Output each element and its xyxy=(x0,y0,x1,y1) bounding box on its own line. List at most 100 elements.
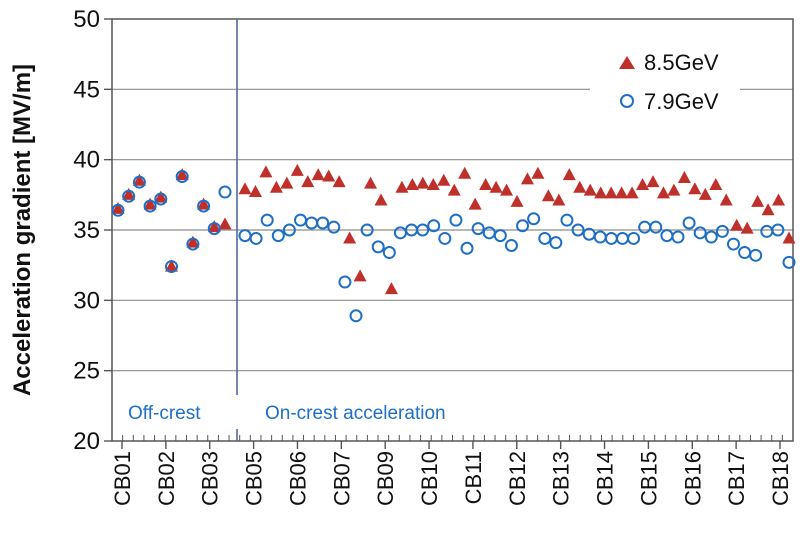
point-8-5gev xyxy=(248,185,262,198)
point-7-9gev xyxy=(771,223,785,237)
point-8-5gev xyxy=(353,269,367,282)
point-7-9gev xyxy=(704,230,718,244)
point-7-9gev xyxy=(538,231,552,245)
point-7-9gev xyxy=(327,220,341,234)
point-7-9gev xyxy=(560,213,574,227)
point-7-9gev xyxy=(316,216,330,230)
point-8-5gev xyxy=(332,175,346,188)
point-7-9gev xyxy=(527,212,541,226)
point-8-5gev xyxy=(426,177,440,190)
point-8-5gev xyxy=(489,180,503,193)
point-8-5gev xyxy=(552,193,566,206)
x-tick-label: CB10 xyxy=(417,451,442,506)
point-8-5gev xyxy=(709,177,723,190)
point-7-9gev xyxy=(260,213,274,227)
point-8-5gev xyxy=(343,231,357,244)
point-7-9gev xyxy=(132,175,146,189)
point-7-9gev xyxy=(749,248,763,262)
point-7-9gev xyxy=(249,231,263,245)
y-tick-label: 50 xyxy=(73,6,100,33)
point-8-5gev xyxy=(761,203,775,216)
point-8-5gev xyxy=(238,182,252,195)
point-7-9gev xyxy=(427,219,441,233)
point-8-5gev xyxy=(175,168,189,181)
point-8-5gev xyxy=(395,180,409,193)
point-8-5gev xyxy=(143,197,157,210)
point-7-9gev xyxy=(504,238,518,252)
point-7-9gev xyxy=(371,240,385,254)
point-8-5gev xyxy=(688,182,702,195)
point-7-9gev xyxy=(218,185,232,199)
x-tick-label: CB16 xyxy=(680,451,705,506)
point-8-5gev xyxy=(730,218,744,231)
x-tick-label: CB18 xyxy=(768,451,793,506)
point-8-5gev xyxy=(269,180,283,193)
off-crest-label: Off-crest xyxy=(128,403,201,424)
x-tick-label: CB06 xyxy=(285,451,310,506)
point-8-5gev xyxy=(772,193,786,206)
point-7-9gev xyxy=(165,260,178,274)
y-tick-label: 40 xyxy=(73,147,100,174)
x-tick-label: CB03 xyxy=(198,451,223,506)
point-7-9gev xyxy=(360,223,374,237)
point-7-9gev xyxy=(782,255,796,269)
point-7-9gev xyxy=(693,226,707,240)
grid-lines xyxy=(112,88,793,372)
point-8-5gev xyxy=(500,183,514,196)
y-tick-label: 30 xyxy=(73,287,100,314)
point-7-9gev xyxy=(382,246,396,260)
x-tick-labels: CB01 CB02 CB03 CB05 CB06 CB07 CB09 CB10 CB11 CB12… xyxy=(110,441,793,506)
point-7-9gev xyxy=(571,223,585,237)
x-tick-label: CB17 xyxy=(724,451,749,506)
point-7-9gev xyxy=(338,275,352,289)
point-8-5gev xyxy=(259,165,273,178)
point-8-5gev xyxy=(218,217,232,230)
point-7-9gev xyxy=(175,170,189,184)
point-8-5gev xyxy=(197,197,211,210)
point-8-5gev xyxy=(132,173,146,186)
point-7-9gev xyxy=(493,229,507,243)
point-7-9gev xyxy=(449,213,463,227)
x-tick-label: CB09 xyxy=(373,451,398,506)
point-8-5gev xyxy=(719,193,733,206)
point-8-5gev xyxy=(615,186,629,199)
point-8-5gev xyxy=(290,163,304,176)
point-8-5gev xyxy=(541,189,555,202)
point-8-5gev xyxy=(207,220,221,233)
point-8-5gev xyxy=(573,180,587,193)
point-8-5gev xyxy=(280,176,294,189)
point-8-5gev xyxy=(154,190,168,203)
legend-label-8-5gev: 8.5GeV xyxy=(644,50,719,75)
point-7-9gev xyxy=(186,237,200,251)
point-7-9gev xyxy=(282,223,296,237)
legend-label-7-9gev: 7.9GeV xyxy=(644,89,719,114)
point-8-5gev xyxy=(458,166,472,179)
y-tick-labels: 20 25 30 35 40 45 50 xyxy=(73,6,112,455)
point-7-9gev xyxy=(460,241,474,255)
point-8-5gev xyxy=(122,187,136,200)
legend-background xyxy=(590,36,740,120)
x-tick-label: CB13 xyxy=(549,451,574,506)
x-tick-label: CB14 xyxy=(593,451,618,506)
point-7-9gev xyxy=(471,222,485,236)
point-7-9gev xyxy=(143,199,157,213)
on-crest-label: On-crest acceleration xyxy=(265,403,446,424)
x-tick-label: CB05 xyxy=(242,451,267,506)
x-tick-label: CB01 xyxy=(110,451,135,506)
point-7-9gev xyxy=(197,199,211,213)
point-7-9gev xyxy=(627,231,641,245)
point-8-5gev xyxy=(311,168,325,181)
point-8-5gev xyxy=(782,231,796,244)
y-tick-label: 20 xyxy=(73,428,100,455)
point-8-5gev xyxy=(646,175,660,188)
point-8-5gev xyxy=(636,177,650,190)
point-7-9gev xyxy=(649,220,663,234)
point-8-5gev xyxy=(583,183,597,196)
point-8-5gev xyxy=(520,172,534,185)
point-8-5gev xyxy=(751,194,765,207)
point-8-5gev xyxy=(322,169,336,182)
point-8-5gev xyxy=(384,282,398,295)
point-8-5gev xyxy=(437,173,451,186)
point-7-9gev xyxy=(122,189,136,203)
